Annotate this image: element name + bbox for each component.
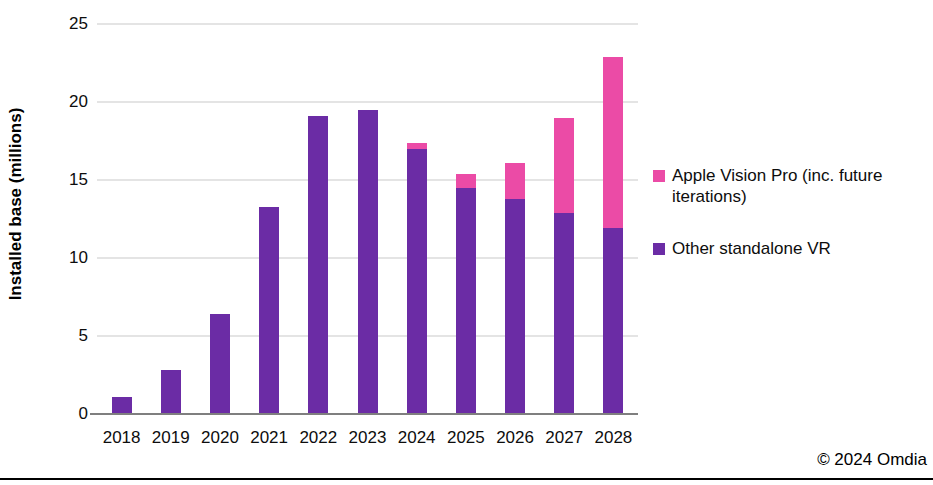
bar-2021-other-standalone-vr bbox=[259, 207, 279, 414]
legend-item-other-standalone-vr: Other standalone VR bbox=[653, 238, 921, 259]
bar-2024-other-standalone-vr bbox=[407, 149, 427, 414]
x-axis-line bbox=[90, 413, 638, 415]
bar-2025-apple-vision-pro bbox=[456, 174, 476, 188]
gridline-y20 bbox=[97, 101, 638, 103]
legend: Apple Vision Pro (inc. future iterations… bbox=[653, 165, 921, 259]
x-tick-label: 2024 bbox=[392, 428, 441, 448]
legend-label: Other standalone VR bbox=[672, 238, 831, 259]
x-tick-label: 2028 bbox=[589, 428, 638, 448]
legend-swatch bbox=[653, 243, 665, 255]
x-tick-label: 2020 bbox=[195, 428, 244, 448]
bottom-border-line bbox=[0, 478, 933, 480]
x-tick-label: 2023 bbox=[343, 428, 392, 448]
x-tick-label: 2022 bbox=[294, 428, 343, 448]
bar-2026-apple-vision-pro bbox=[505, 163, 525, 199]
bar-2027-apple-vision-pro bbox=[554, 118, 574, 213]
y-tick-label: 25 bbox=[54, 14, 88, 34]
bar-2018-other-standalone-vr bbox=[112, 397, 132, 414]
y-tick-label: 10 bbox=[54, 248, 88, 268]
bar-2025-other-standalone-vr bbox=[456, 188, 476, 414]
legend-label: Apple Vision Pro (inc. future iterations… bbox=[672, 165, 912, 207]
bar-2028-apple-vision-pro bbox=[603, 57, 623, 229]
y-tick-label: 20 bbox=[54, 92, 88, 112]
x-tick-label: 2018 bbox=[97, 428, 146, 448]
x-tick-label: 2027 bbox=[540, 428, 589, 448]
y-tick-label: 5 bbox=[54, 326, 88, 346]
bar-2024-apple-vision-pro bbox=[407, 143, 427, 149]
x-tick-label: 2019 bbox=[146, 428, 195, 448]
x-tick-label: 2026 bbox=[490, 428, 539, 448]
bar-2028-other-standalone-vr bbox=[603, 228, 623, 414]
y-tick-label: 15 bbox=[54, 170, 88, 190]
bar-2023-other-standalone-vr bbox=[358, 110, 378, 414]
bar-2026-other-standalone-vr bbox=[505, 199, 525, 414]
y-tick-label: 0 bbox=[54, 404, 88, 424]
chart-container: Installed base (millions) 05101520252018… bbox=[0, 0, 933, 485]
legend-item-apple-vision-pro: Apple Vision Pro (inc. future iterations… bbox=[653, 165, 921, 207]
bar-2027-other-standalone-vr bbox=[554, 213, 574, 414]
x-tick-label: 2025 bbox=[441, 428, 490, 448]
bar-2022-other-standalone-vr bbox=[308, 116, 328, 414]
legend-swatch bbox=[653, 170, 665, 182]
bar-2020-other-standalone-vr bbox=[210, 314, 230, 414]
bar-2019-other-standalone-vr bbox=[161, 370, 181, 414]
copyright-credit: © 2024 Omdia bbox=[817, 450, 927, 470]
x-tick-label: 2021 bbox=[245, 428, 294, 448]
gridline-y25 bbox=[97, 23, 638, 25]
